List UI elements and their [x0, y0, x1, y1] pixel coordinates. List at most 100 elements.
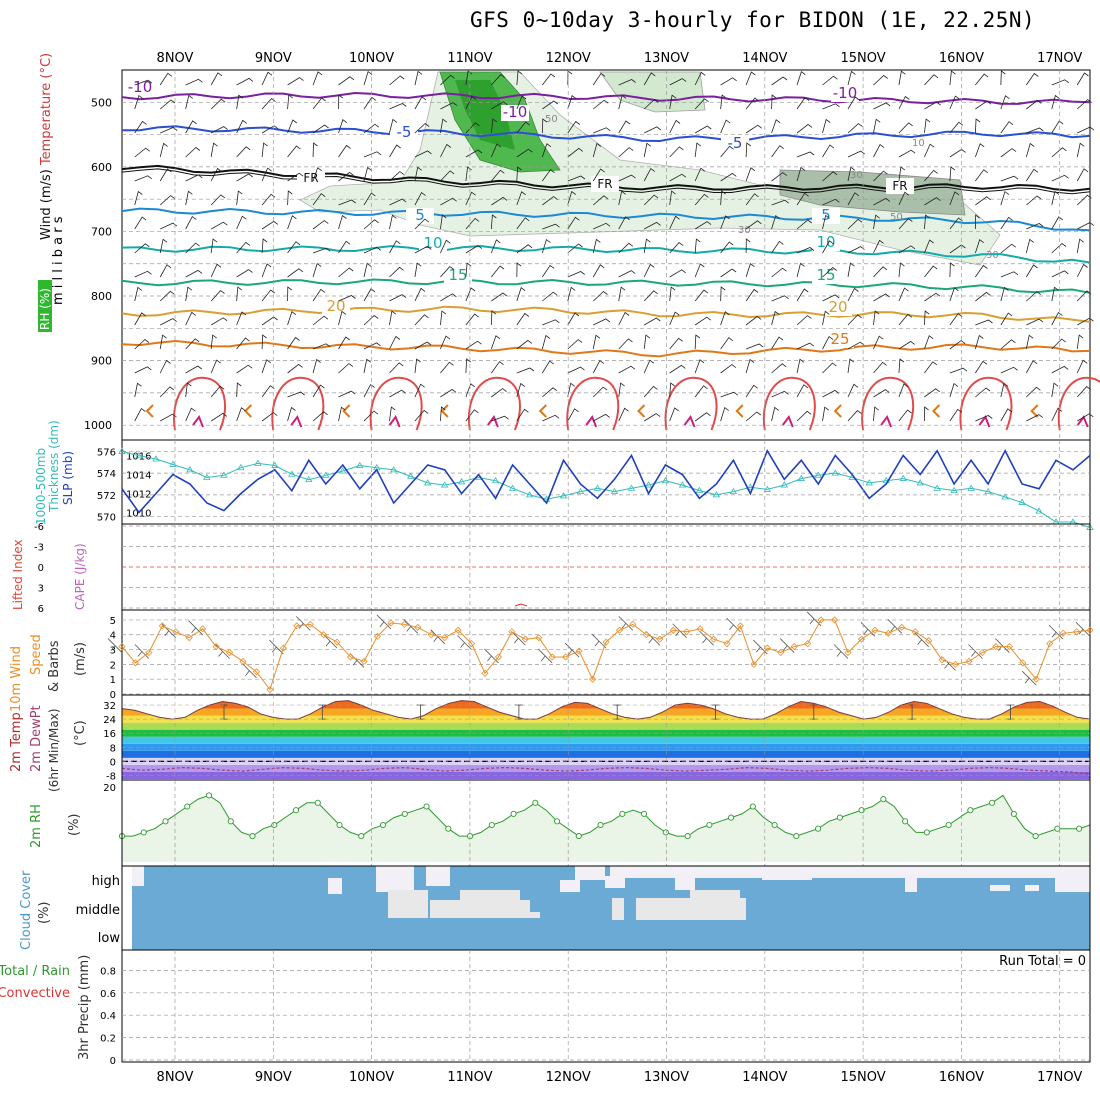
- precip-group: 0 0.2 0.4 0.6 0.8 Run Total = 0 3hr Precip (mm…: [0, 949, 1091, 1067]
- wind-barb: [669, 337, 683, 350]
- wind-barb: [1000, 382, 1009, 398]
- wind-barb: [975, 387, 991, 398]
- wind-barb: [796, 123, 813, 134]
- wind-barb: [261, 98, 276, 110]
- wind-barb: [312, 142, 318, 158]
- wind-barb: [771, 363, 787, 374]
- wind-barb-10m: [887, 619, 903, 634]
- wind-barb: [236, 241, 251, 254]
- wind-barb: [567, 271, 585, 278]
- wind-barb: [516, 408, 529, 422]
- wind-barb: [185, 146, 201, 158]
- wind-barb: [567, 286, 576, 302]
- wind-barb: [1051, 286, 1059, 302]
- wind-barb: [465, 313, 479, 326]
- thickness-point: [525, 491, 534, 498]
- wind-barb: [159, 72, 173, 86]
- thickness-point: [508, 484, 517, 491]
- wind-barb: [363, 70, 373, 86]
- precip-tick-label: 0.2: [100, 1034, 116, 1045]
- isotherm-label-bg: [444, 268, 472, 284]
- rh2m-point: [902, 818, 909, 825]
- wind-speed-point: [252, 668, 261, 676]
- wind-barb: [669, 94, 677, 110]
- wind-barb: [644, 317, 661, 326]
- date-label-top: 17NOV: [1037, 51, 1082, 66]
- wind-barb: [465, 262, 472, 278]
- wind-barb: [873, 406, 879, 422]
- wind-barb: [440, 293, 457, 302]
- wind-barb: [363, 166, 372, 182]
- wind-barb: [898, 149, 916, 158]
- thickness-point: [746, 483, 755, 490]
- cloud-clear-block: [905, 876, 917, 892]
- wind-barb: [949, 367, 968, 374]
- wind-barb: [1051, 338, 1066, 350]
- isotherm-label: -10: [128, 78, 153, 96]
- wind-barb: [745, 238, 751, 254]
- wind-barb-10m: [1048, 624, 1064, 640]
- wind-barb-10m: [269, 639, 284, 655]
- wind-barb: [1076, 238, 1084, 254]
- wind-barb: [974, 239, 984, 254]
- slp-thickness-group: 570 572 574 576 1010 1012 1014 1016 1000-500mb Th…: [34, 420, 1094, 530]
- wind-barb: [822, 144, 835, 158]
- precip-tick-label: 0.8: [100, 966, 116, 977]
- wind-barb: [491, 101, 508, 110]
- wind-barb: [1000, 366, 1018, 374]
- wind-barb: [338, 267, 354, 278]
- wind-barb: [312, 220, 329, 230]
- date-label-top: 8NOV: [157, 51, 194, 66]
- rh2m-point: [662, 829, 669, 836]
- wind-barb: [822, 171, 838, 182]
- wind-barb: [261, 193, 276, 206]
- wind-barb: [694, 125, 712, 134]
- date-label-top: 13NOV: [644, 51, 689, 66]
- wind-barb: [1000, 216, 1013, 230]
- wind-barb: [287, 363, 303, 374]
- wind-barb: [134, 94, 144, 110]
- wind-barb: [312, 167, 322, 182]
- surface-temp-contour: [1030, 404, 1039, 418]
- lifted-tick-label: -3: [34, 543, 44, 554]
- wind-barb: [389, 75, 405, 86]
- wind-barb: [924, 239, 934, 254]
- wind-barb: [898, 191, 910, 206]
- wind-barb: [567, 366, 585, 374]
- wind-barb: [924, 361, 938, 374]
- wind-barb: [542, 291, 558, 302]
- wind-barb: [440, 143, 452, 158]
- surface-temp-contour: [959, 376, 1013, 431]
- wind-tick-label: 5: [110, 616, 116, 627]
- cloud-clear-block: [612, 898, 624, 920]
- wind-barb: [822, 75, 838, 86]
- wind-barb: [210, 334, 217, 350]
- wind-barb: [261, 167, 272, 182]
- wind-barb: [745, 263, 755, 278]
- wind-barb: [541, 169, 555, 182]
- wind-barb: [796, 96, 810, 110]
- wind-barb: [185, 120, 197, 134]
- wind-barb: [236, 364, 253, 374]
- wind-barb: [822, 406, 829, 422]
- wind-barb: [745, 343, 764, 350]
- surface-temp-contour: [782, 414, 794, 428]
- surface-temp-contour: [931, 404, 941, 418]
- wind-barb: [1000, 95, 1010, 110]
- wind-speed-point: [131, 659, 140, 667]
- date-label-bottom: 12NOV: [546, 1070, 591, 1085]
- wind-barb: [949, 262, 955, 278]
- temp-band: [122, 750, 1090, 758]
- wind-barb: [822, 198, 840, 206]
- wind-barb: [261, 316, 278, 326]
- wind-barb: [414, 262, 422, 278]
- date-label-bottom: 15NOV: [841, 1070, 886, 1085]
- wind-speed-point: [871, 626, 879, 634]
- thickness-point: [780, 481, 789, 488]
- wind-barb: [1026, 223, 1044, 230]
- wind-speed-point: [588, 675, 597, 683]
- wind-barb: [694, 316, 711, 326]
- wind-barb: [363, 96, 377, 110]
- wind-speed-point: [467, 640, 476, 648]
- wind-barb: [287, 119, 298, 134]
